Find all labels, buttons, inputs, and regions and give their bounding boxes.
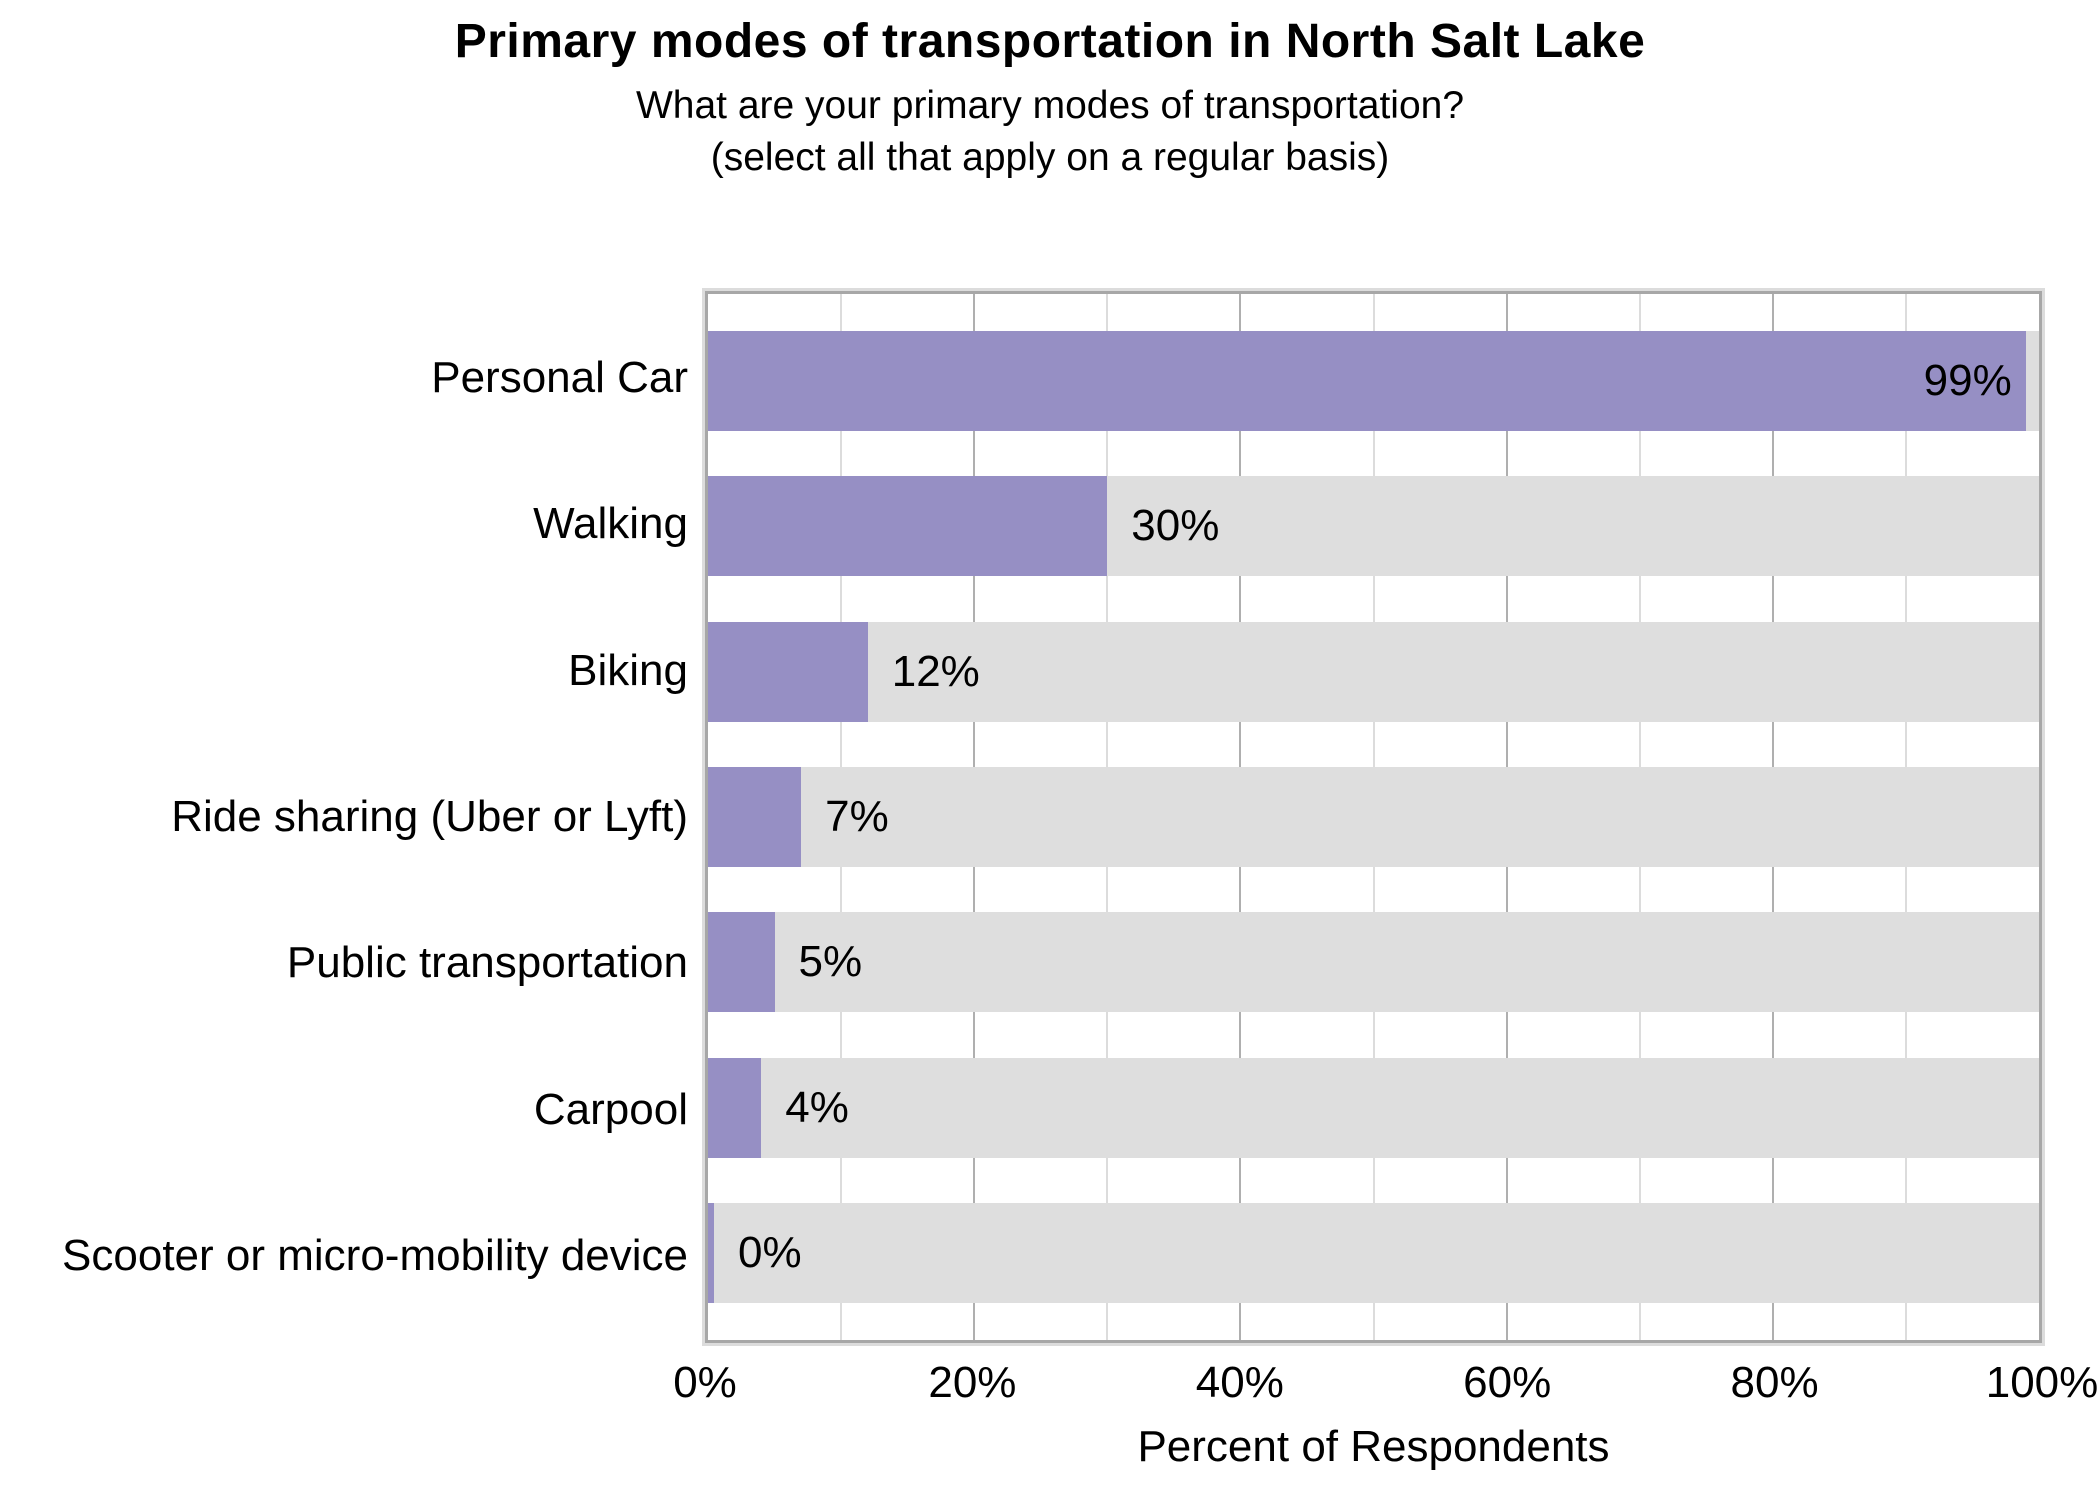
category-label-biking: Biking bbox=[568, 645, 688, 695]
bar-personal-car bbox=[708, 330, 2026, 431]
bar-walking bbox=[708, 476, 1108, 577]
category-axis-labels: Personal Car Walking Biking Ride sharing (U… bbox=[0, 291, 688, 1343]
bar-scooter-or-micro-mobility-device bbox=[708, 1203, 714, 1304]
chart-title: Primary modes of transportation in North… bbox=[454, 15, 1646, 68]
x-tick-label-0: 0% bbox=[673, 1358, 737, 1407]
x-tick-label-20: 20% bbox=[928, 1358, 1017, 1407]
category-label-personal-car: Personal Car bbox=[431, 353, 688, 403]
chart-subtitle: What are your primary modes of transport… bbox=[0, 80, 2100, 184]
bar-public-transportation bbox=[708, 912, 775, 1013]
bar-row-scooter-or-micro-mobility-device: 0% bbox=[708, 1181, 2039, 1326]
chart-subtitle-line-2: (select all that apply on a regular basi… bbox=[710, 136, 1390, 179]
x-tick-label-80: 80% bbox=[1730, 1358, 1819, 1407]
bar-value-label: 30% bbox=[1131, 501, 1220, 551]
bar-row-public-transportation: 5% bbox=[708, 890, 2039, 1035]
x-tick-label-40: 40% bbox=[1195, 1358, 1284, 1407]
bar-biking bbox=[708, 621, 868, 722]
bar-track: 5% bbox=[708, 912, 2039, 1013]
bar-value-label: 5% bbox=[798, 937, 863, 987]
bar-row-carpool: 4% bbox=[708, 1035, 2039, 1180]
bar-track: 99% bbox=[708, 330, 2039, 431]
bar-row-personal-car: 99% bbox=[708, 308, 2039, 453]
bar-track: 30% bbox=[708, 476, 2039, 577]
plot-area: 99% 30% 12% 7% 5% 4% 0% bbox=[705, 291, 2042, 1343]
bar-value-label: 4% bbox=[785, 1082, 849, 1132]
bar-row-biking: 12% bbox=[708, 599, 2039, 744]
chart-subtitle-line-1: What are your primary modes of transport… bbox=[635, 84, 1465, 127]
bar-track: 7% bbox=[708, 766, 2039, 867]
bar-track: 12% bbox=[708, 621, 2039, 722]
bar-carpool bbox=[708, 1057, 762, 1158]
bar-track: 0% bbox=[708, 1203, 2039, 1304]
bar-value-label: 0% bbox=[738, 1228, 802, 1278]
bar-value-label: 7% bbox=[825, 791, 889, 841]
bar-track: 4% bbox=[708, 1057, 2039, 1158]
bar-value-label: 12% bbox=[891, 646, 980, 696]
bars-region: 99% 30% 12% 7% 5% 4% 0% bbox=[708, 294, 2039, 1340]
bar-value-label: 99% bbox=[1923, 355, 2012, 405]
bar-row-ride-sharing-uber-or-lyft: 7% bbox=[708, 744, 2039, 889]
category-label-scooter-or-micro-mobility-device: Scooter or micro-mobility device bbox=[62, 1230, 688, 1280]
category-label-public-transportation: Public transportation bbox=[286, 938, 688, 988]
bar-ride-sharing-uber-or-lyft bbox=[708, 766, 802, 867]
x-tick-label-100: 100% bbox=[1985, 1358, 2099, 1407]
category-label-carpool: Carpool bbox=[533, 1084, 688, 1134]
x-axis-title: Percent of Respondents bbox=[1137, 1422, 1610, 1471]
bar-row-walking: 30% bbox=[708, 453, 2039, 598]
x-axis-ticks: 0% 20% 40% 60% 80% 100% bbox=[673, 1358, 2098, 1408]
category-label-walking: Walking bbox=[533, 499, 688, 549]
x-tick-label-60: 60% bbox=[1463, 1358, 1552, 1407]
category-label-ride-sharing-uber-or-lyft: Ride sharing (Uber or Lyft) bbox=[171, 791, 688, 841]
